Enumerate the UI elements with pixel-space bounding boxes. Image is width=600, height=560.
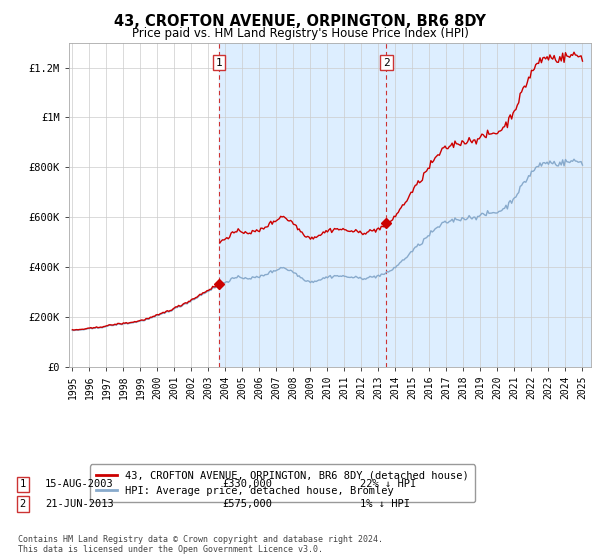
Text: 22% ↓ HPI: 22% ↓ HPI [360, 479, 416, 489]
Legend: 43, CROFTON AVENUE, ORPINGTON, BR6 8DY (detached house), HPI: Average price, det: 43, CROFTON AVENUE, ORPINGTON, BR6 8DY (… [90, 464, 475, 502]
Bar [219, 43, 386, 367]
Text: 1: 1 [215, 58, 223, 68]
Text: Contains HM Land Registry data © Crown copyright and database right 2024.
This d: Contains HM Land Registry data © Crown c… [18, 535, 383, 554]
Text: 15-AUG-2003: 15-AUG-2003 [45, 479, 114, 489]
Text: £575,000: £575,000 [222, 499, 272, 509]
Text: 1: 1 [20, 479, 26, 489]
Text: 43, CROFTON AVENUE, ORPINGTON, BR6 8DY: 43, CROFTON AVENUE, ORPINGTON, BR6 8DY [114, 14, 486, 29]
Text: 2: 2 [20, 499, 26, 509]
Text: 2: 2 [383, 58, 390, 68]
Text: Price paid vs. HM Land Registry's House Price Index (HPI): Price paid vs. HM Land Registry's House … [131, 27, 469, 40]
Text: 21-JUN-2013: 21-JUN-2013 [45, 499, 114, 509]
Bar [386, 43, 591, 367]
Text: 1% ↓ HPI: 1% ↓ HPI [360, 499, 410, 509]
Text: £330,000: £330,000 [222, 479, 272, 489]
